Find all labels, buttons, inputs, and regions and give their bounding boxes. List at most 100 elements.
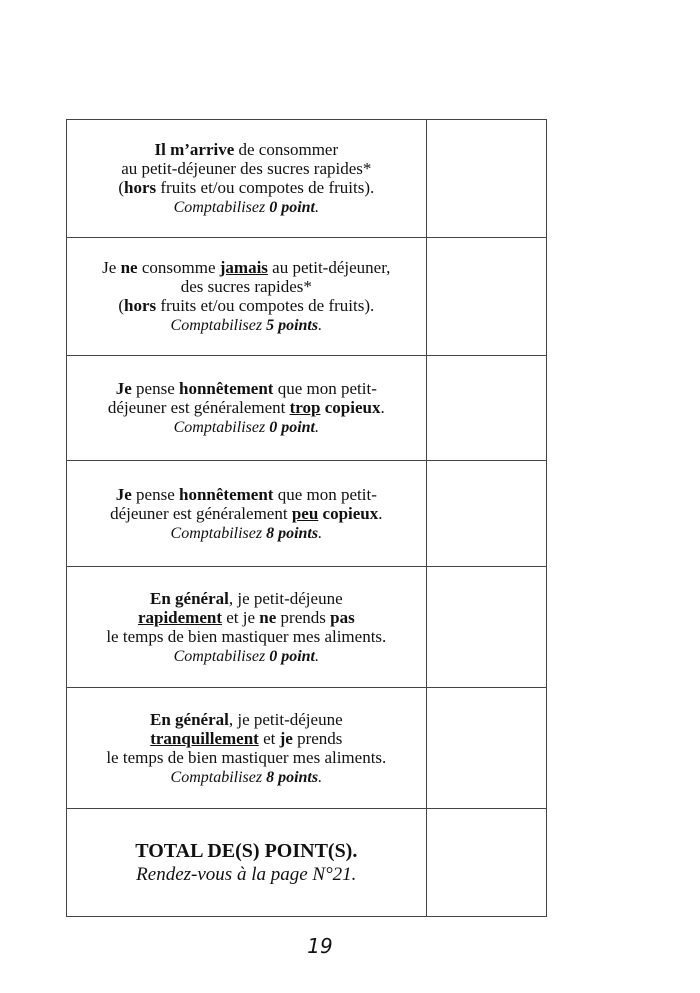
statement-line: le temps de bien mastiquer mes aliments.	[67, 627, 426, 646]
statement-line: Je pense honnêtement que mon petit-	[67, 485, 426, 504]
statement-row: Je ne consomme jamais au petit-déjeuner,…	[66, 237, 548, 356]
statement-row: Je pense honnêtement que mon petit-déjeu…	[66, 460, 548, 567]
statement-cell: Il m’arrive de consommer au petit-déjeune…	[66, 119, 427, 238]
statement-line: Je pense honnêtement que mon petit-	[67, 379, 426, 398]
statement-text: fruits et/ou compotes de fruits).	[156, 178, 375, 197]
statement-line: Comptabilisez 8 points.	[67, 523, 426, 543]
statement-text: copieux	[322, 503, 379, 523]
statement-text: pense	[131, 379, 180, 398]
score-instruction: .	[318, 768, 323, 786]
score-cell[interactable]	[425, 566, 548, 688]
statement-line: Comptabilisez 8 points.	[67, 767, 426, 787]
statement-text: Il m’arrive	[154, 140, 235, 159]
statement-text: .	[378, 503, 383, 523]
statement-text: .	[380, 398, 385, 417]
statement-text: trop	[289, 398, 321, 417]
score-instruction: .	[314, 199, 319, 216]
statement-text: honnêtement	[179, 484, 274, 504]
statement-text: honnêtement	[179, 379, 274, 398]
score-instruction: Comptabilisez	[170, 768, 267, 786]
statement-text: peu	[291, 503, 319, 523]
statement-row: En général, je petit-déjeune tranquilleme…	[66, 687, 548, 809]
statement-line: En général, je petit-déjeune	[67, 589, 426, 608]
statement-line: Je ne consomme jamais au petit-déjeuner,	[67, 258, 426, 277]
statement-text: En général	[150, 709, 229, 729]
score-cell[interactable]	[425, 237, 548, 356]
score-instruction: 0 point	[269, 647, 315, 665]
statement-cell: En général, je petit-déjeune tranquilleme…	[66, 687, 427, 809]
statement-line: déjeuner est généralement peu copieux.	[67, 504, 426, 523]
statement-cell: Je ne consomme jamais au petit-déjeuner,…	[66, 237, 427, 356]
score-instruction: .	[318, 524, 323, 542]
score-instruction: Comptabilisez	[170, 317, 267, 334]
score-cell[interactable]	[425, 687, 548, 809]
score-instruction: 0 point	[269, 419, 315, 436]
statement-text: le temps de bien mastiquer mes aliments.	[106, 747, 387, 767]
statement-cell: Je pense honnêtement que mon petit-déjeu…	[66, 355, 427, 461]
statement-text: pas	[330, 607, 355, 627]
statement-text: déjeuner est généralement	[107, 398, 290, 417]
statement-line: des sucres rapides*	[67, 277, 426, 296]
statement-row: Je pense honnêtement que mon petit-déjeu…	[66, 355, 548, 461]
score-cell[interactable]	[425, 119, 548, 238]
statement-text: tranquillement	[150, 728, 259, 748]
statement-text: fruits et/ou compotes de fruits).	[156, 296, 375, 315]
statement-text: déjeuner est généralement	[110, 503, 292, 523]
statement-text: ne	[120, 258, 138, 277]
statement-text: prends	[276, 607, 331, 627]
page-number: 19	[307, 934, 333, 958]
score-instruction: 5 points	[266, 317, 319, 334]
statement-line: Comptabilisez 0 point.	[67, 646, 426, 666]
statement-line: (hors fruits et/ou compotes de fruits).	[67, 296, 426, 315]
statement-line: rapidement et je ne prends pas	[67, 608, 426, 627]
statement-text: que mon petit-	[273, 379, 377, 398]
score-instruction: Comptabilisez	[170, 524, 267, 542]
statement-cell: En général, je petit-déjeune rapidement e…	[66, 566, 427, 688]
score-cell[interactable]	[425, 460, 548, 567]
statement-line: Comptabilisez 0 point.	[67, 417, 426, 437]
statement-text: au petit-déjeuner,	[267, 258, 391, 277]
total-label: TOTAL DE(S) POINT(S).	[135, 840, 358, 862]
statement-text: (	[118, 296, 125, 315]
statement-line: (hors fruits et/ou compotes de fruits).	[67, 178, 426, 197]
score-instruction: .	[314, 647, 319, 665]
statement-text: que mon petit-	[273, 484, 377, 504]
score-instruction: 8 points	[266, 768, 319, 786]
statement-text: des sucres rapides*	[180, 277, 312, 296]
statement-text: prends	[292, 728, 343, 748]
total-cell: TOTAL DE(S) POINT(S). Rendez-vous à la p…	[66, 808, 427, 917]
questionnaire-table: Il m’arrive de consommer au petit-déjeune…	[66, 119, 548, 917]
score-instruction: .	[318, 317, 323, 334]
statement-line: au petit-déjeuner des sucres rapides*	[67, 159, 426, 178]
statement-text: , je petit-déjeune	[228, 588, 343, 608]
statement-text: hors	[124, 296, 157, 315]
statement-row: Il m’arrive de consommer au petit-déjeune…	[66, 119, 548, 238]
statement-cell: Je pense honnêtement que mon petit-déjeu…	[66, 460, 427, 567]
statement-line: Il m’arrive de consommer	[67, 140, 426, 159]
statement-line: En général, je petit-déjeune	[67, 710, 426, 729]
statement-text: pense	[131, 484, 180, 504]
statement-text: de consommer	[234, 140, 339, 159]
score-instruction: 8 points	[266, 524, 319, 542]
score-cell[interactable]	[425, 355, 548, 461]
statement-text: le temps de bien mastiquer mes aliments.	[106, 626, 387, 646]
statement-text: hors	[124, 178, 157, 197]
score-instruction: 0 point	[269, 199, 315, 216]
statement-line: déjeuner est généralement trop copieux.	[67, 398, 426, 417]
statement-text: copieux	[324, 398, 381, 417]
total-instruction: Rendez-vous à la page N°21.	[136, 864, 357, 885]
statement-text: et je	[221, 607, 260, 627]
score-instruction: Comptabilisez	[173, 419, 270, 436]
statement-row: En général, je petit-déjeune rapidement e…	[66, 566, 548, 688]
total-score-cell[interactable]	[425, 808, 548, 917]
statement-text: je	[279, 728, 293, 748]
total-row: TOTAL DE(S) POINT(S). Rendez-vous à la p…	[66, 808, 548, 917]
statement-text: (	[118, 178, 125, 197]
statement-text: En général	[150, 588, 229, 608]
statement-text: jamais	[219, 258, 268, 277]
statement-text: au petit-déjeuner des sucres rapides*	[121, 159, 372, 178]
statement-text: Je	[102, 258, 121, 277]
statement-text: et	[258, 728, 280, 748]
score-instruction: .	[314, 419, 319, 436]
statement-line: Comptabilisez 5 points.	[67, 315, 426, 335]
